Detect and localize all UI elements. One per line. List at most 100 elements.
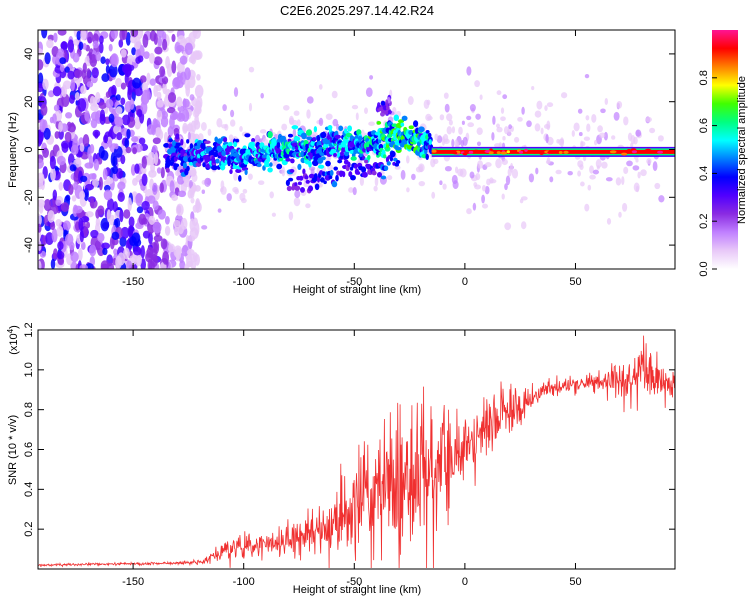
- spectrogram-cell: [141, 173, 148, 187]
- spectrogram-cell: [154, 127, 163, 137]
- spectrogram-cell: [306, 129, 312, 136]
- spectrogram-cell: [555, 169, 562, 175]
- spectrogram-cell: [544, 105, 548, 112]
- spectrogram-cell: [244, 169, 248, 176]
- colorbar-ticks: 0.0 0.2 0.4 0.6 0.8: [698, 70, 717, 277]
- spectrogram-cell: [364, 159, 369, 164]
- spectrogram-cell: [466, 115, 472, 121]
- spectrogram-cell: [235, 168, 242, 174]
- snr-y-tick-labels: 0.2 0.4 0.6 0.8 1.0 1.2: [23, 322, 35, 536]
- spectrogram-cell: [477, 160, 484, 169]
- spectrogram-cell: [221, 124, 228, 129]
- spectrogram-cell: [44, 52, 51, 65]
- spectrogram-cell: [46, 39, 54, 49]
- spectrogram-cell: [577, 108, 583, 114]
- spectrogram-cell: [380, 175, 387, 180]
- spectrogram-cell: [524, 148, 528, 152]
- spectrogram-cell: [111, 231, 120, 240]
- spectrogram-cell: [598, 132, 606, 139]
- spectrogram-cell: [425, 113, 432, 122]
- spectrogram-cell: [157, 35, 163, 49]
- spectrogram-cell: [153, 84, 158, 97]
- spectrogram-cell: [120, 82, 126, 90]
- snr-x-tick-labels: -150 -100 -50 0 50: [122, 576, 582, 588]
- spectrogram-cell: [605, 177, 613, 182]
- spectrogram-cell: [618, 211, 622, 218]
- spectrogram-cell: [532, 150, 538, 154]
- spectrogram-cell: [83, 226, 88, 237]
- spectrogram-cell: [235, 138, 240, 143]
- spectrogram-cell: [626, 149, 632, 152]
- spectrogram-cell: [238, 174, 242, 182]
- spectrogram-cell: [475, 113, 481, 120]
- spectrogram-cell: [52, 189, 58, 201]
- spectrogram-cell: [86, 68, 91, 80]
- spectrogram-cell: [184, 264, 189, 269]
- spectrogram-cell: [168, 138, 174, 143]
- spectrogram-cell: [85, 221, 91, 229]
- spectrogram-cell: [131, 47, 136, 56]
- spectrogram-cell: [287, 133, 294, 138]
- spectrogram-cell: [635, 158, 639, 163]
- spectrogram-cell: [38, 158, 44, 169]
- spectrogram-cell: [80, 85, 87, 94]
- spectrogram-cell: [176, 96, 183, 108]
- spectrogram-cell: [135, 49, 142, 58]
- spectrogram-cell: [74, 91, 80, 101]
- spectrogram-cell: [182, 98, 190, 108]
- spectrogram-cell: [285, 157, 291, 162]
- spectrogram-cell: [180, 138, 184, 146]
- spectrogram-cell: [534, 110, 542, 118]
- spectrogram-cell: [496, 123, 500, 129]
- spectrogram-cell: [140, 100, 148, 115]
- spectrogram-cell: [369, 75, 374, 80]
- spectrogram-cell: [194, 254, 201, 266]
- spectrogram-cell: [543, 123, 551, 130]
- spectrogram-cell: [42, 147, 49, 158]
- spectrogram-cell: [301, 132, 307, 140]
- spectrogram-cell: [211, 165, 218, 171]
- spectrogram-cell: [192, 30, 200, 35]
- spectrogram-cell: [308, 160, 312, 168]
- spectrogram-cell: [70, 261, 78, 269]
- spectrogram-cell: [560, 92, 568, 99]
- spectrogram-cell: [123, 63, 132, 76]
- spectrogram-cell: [70, 251, 79, 263]
- spectrogram-cell: [197, 133, 204, 142]
- spectrogram-cell: [256, 163, 262, 168]
- spectrogram-y-tick-label: -20: [23, 189, 35, 205]
- spectrogram-cell: [637, 171, 641, 179]
- spectrogram-cell: [411, 173, 416, 181]
- spectrogram-cell: [286, 185, 292, 192]
- spectrogram-cell: [356, 171, 361, 175]
- spectrogram-cell: [157, 209, 167, 220]
- colorbar-tick-label: 0.0: [698, 261, 710, 276]
- spectrogram-cell: [128, 216, 135, 228]
- spectrogram-cell: [536, 100, 543, 110]
- spectrogram-cell: [99, 35, 104, 45]
- snr-x-tick-label: 0: [462, 576, 468, 588]
- spectrogram-cell: [115, 255, 122, 269]
- spectrogram-cell: [166, 30, 175, 34]
- spectrogram-cell: [384, 146, 391, 152]
- spectrogram-x-tick-label: 50: [569, 276, 581, 288]
- spectrogram-cell: [281, 123, 288, 131]
- spectrogram-cell: [50, 258, 56, 269]
- spectrogram-cell: [500, 116, 506, 122]
- spectrogram-cell: [484, 162, 492, 168]
- spectrogram-cell: [175, 170, 181, 177]
- spectrogram-cell: [69, 164, 77, 172]
- spectrogram-cell: [207, 128, 212, 136]
- spectrogram-cell: [38, 172, 45, 184]
- spectrogram-cell: [432, 158, 439, 165]
- spectrogram-cell: [502, 135, 506, 141]
- spectrogram-cell: [466, 66, 472, 76]
- spectrogram-cell: [106, 209, 112, 223]
- spectrogram-cell: [179, 55, 188, 65]
- spectrogram-cell: [173, 156, 178, 162]
- spectrogram-cell: [93, 158, 100, 171]
- spectrogram-cell: [333, 166, 338, 171]
- spectrogram-cell: [92, 178, 99, 188]
- spectrogram-cell: [64, 233, 74, 246]
- spectrogram-cell: [182, 162, 187, 169]
